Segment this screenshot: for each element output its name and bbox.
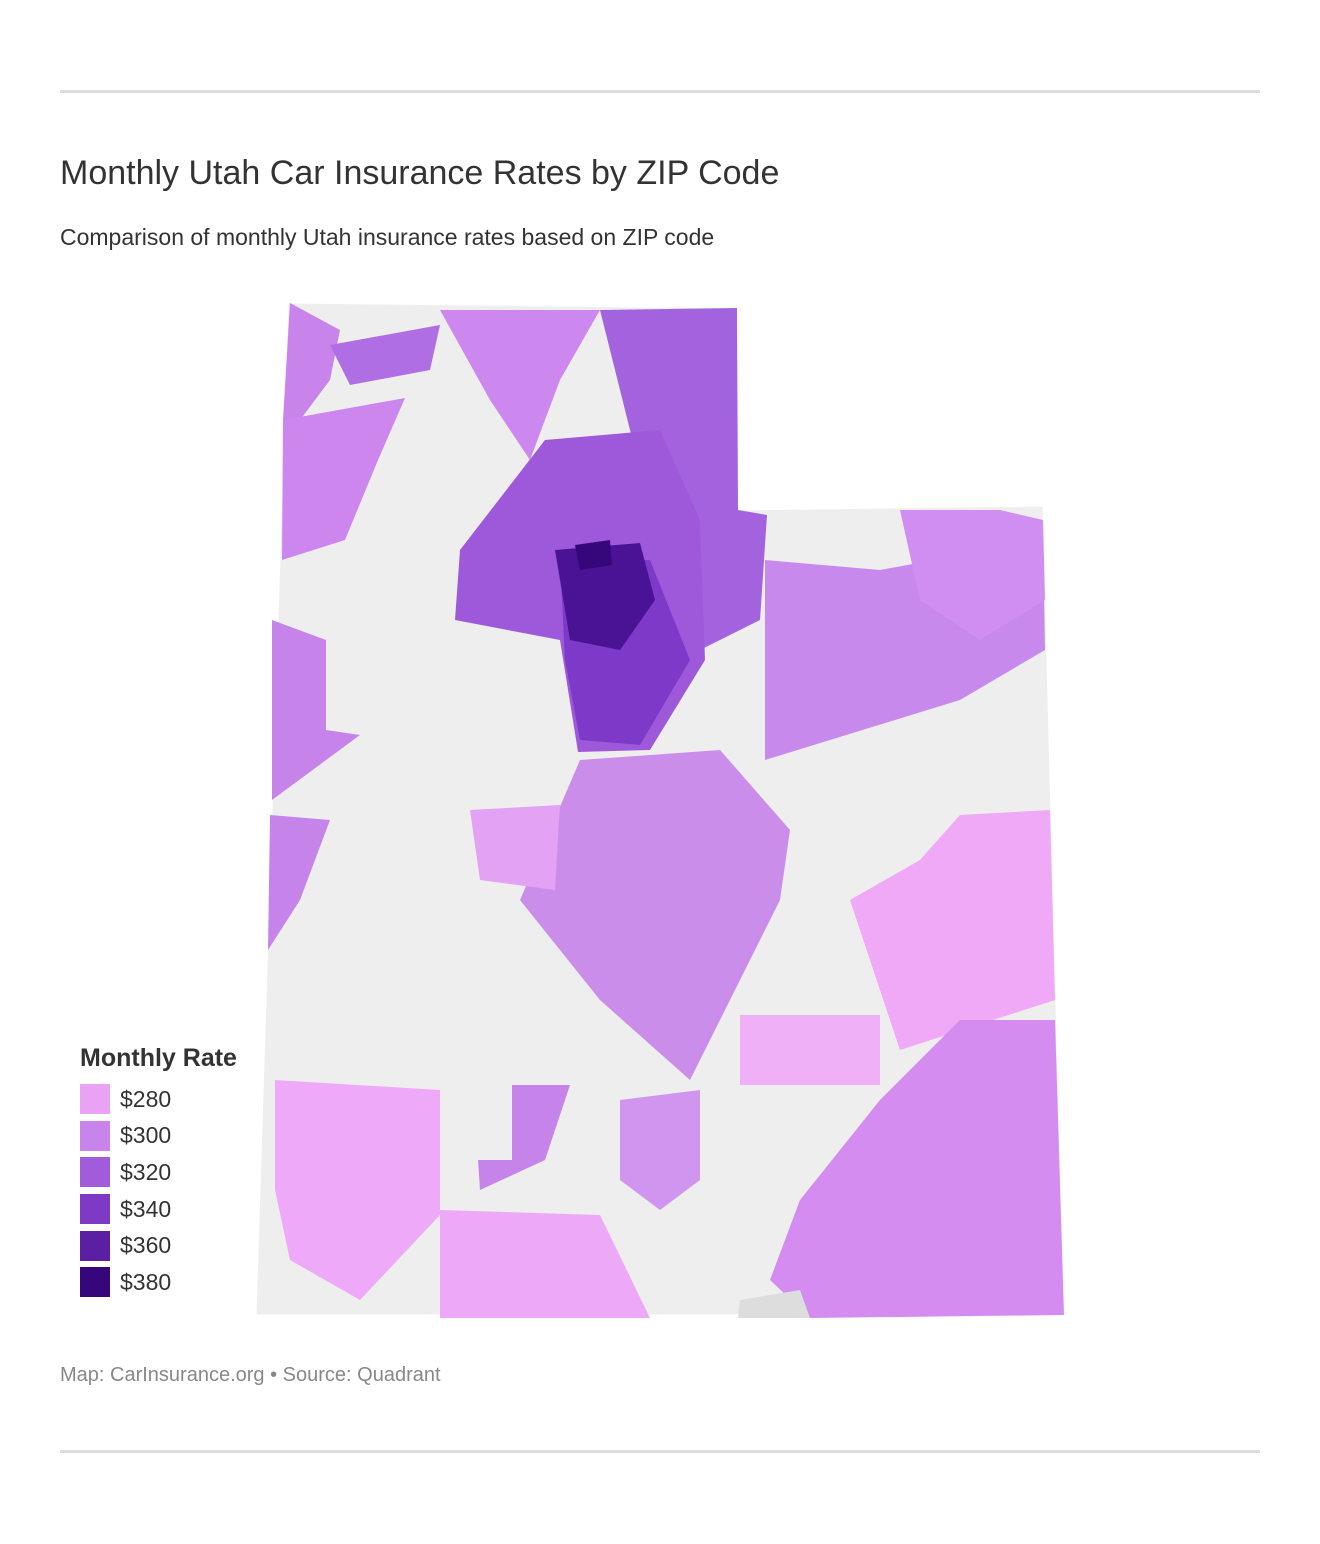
legend-label: $320 [120, 1158, 172, 1185]
region [900, 510, 1045, 640]
legend-label: $380 [120, 1268, 172, 1295]
legend-label: $360 [120, 1232, 172, 1259]
region [770, 1020, 1064, 1318]
legend-swatch [80, 1084, 110, 1115]
region [272, 620, 360, 800]
legend-swatch [80, 1157, 110, 1188]
legend-label: $300 [120, 1122, 172, 1149]
legend-swatch [80, 1120, 110, 1151]
legend-item: $340 [80, 1191, 237, 1228]
region [738, 1290, 810, 1318]
legend: Monthly Rate $280 $300 $320 $340 $360 $380 [80, 1044, 237, 1301]
region [283, 303, 340, 420]
region [520, 750, 790, 1080]
region [275, 1080, 440, 1300]
legend-item: $380 [80, 1264, 237, 1301]
region [282, 398, 405, 560]
region [470, 805, 560, 890]
region [478, 1085, 570, 1190]
legend-item: $280 [80, 1081, 237, 1118]
region [850, 810, 1055, 1050]
subtitle: Comparison of monthly Utah insurance rat… [60, 224, 715, 250]
region [330, 325, 440, 385]
legend-title: Monthly Rate [80, 1044, 237, 1072]
legend-swatch [80, 1194, 110, 1225]
legend-item: $320 [80, 1154, 237, 1191]
region [575, 540, 612, 570]
region [440, 1210, 650, 1318]
legend-swatch [80, 1267, 110, 1298]
title: Monthly Utah Car Insurance Rates by ZIP … [60, 154, 780, 192]
region [440, 310, 600, 460]
legend-item: $300 [80, 1118, 237, 1155]
legend-swatch [80, 1230, 110, 1261]
bottom-rule [60, 1450, 1260, 1453]
legend-label: $280 [120, 1085, 172, 1112]
region [620, 1090, 700, 1210]
legend-label: $340 [120, 1195, 172, 1222]
source: Map: CarInsurance.org • Source: Quadrant [60, 1364, 441, 1386]
legend-item: $360 [80, 1227, 237, 1264]
region [740, 1015, 880, 1085]
region [268, 815, 330, 950]
region [600, 308, 767, 650]
top-rule [60, 90, 1260, 93]
legend-items: $280 $300 $320 $340 $360 $380 [80, 1081, 237, 1301]
